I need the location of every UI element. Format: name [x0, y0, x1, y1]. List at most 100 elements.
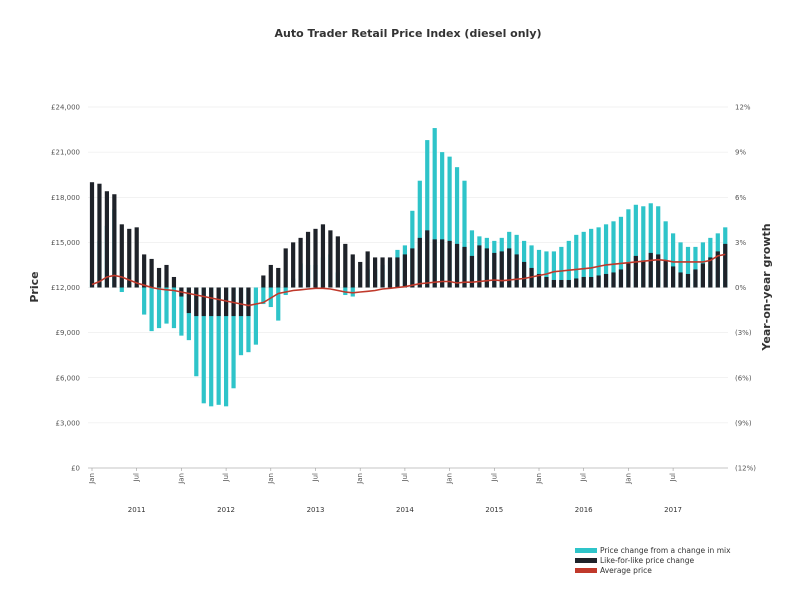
year-label: 2015: [485, 506, 503, 514]
like-for-like-bar: [440, 239, 445, 288]
left-axis-tick-labels: £0 £3,000 £6,000 £9,000 £12,000 £15,000 £18,00…: [51, 104, 80, 473]
x-axis-year-labels: 2011 2012 2013 2014 2015 2016 2017: [128, 506, 682, 514]
like-for-like-bar: [313, 228, 318, 288]
mix-bar: [529, 245, 534, 288]
mix-bar: [224, 287, 229, 407]
right-tick-label: (9%): [735, 419, 752, 427]
like-for-like-bar: [246, 287, 251, 317]
like-for-like-bar: [469, 255, 475, 288]
like-for-like-bar: [395, 257, 400, 288]
year-label: 2012: [217, 506, 235, 514]
year-label: 2017: [664, 506, 682, 514]
like-for-like-bar: [387, 257, 393, 288]
legend-swatch: [575, 568, 597, 573]
like-for-like-bar: [544, 276, 549, 288]
like-for-like-bar: [425, 230, 430, 288]
like-for-like-bar: [127, 228, 132, 288]
right-tick-label: 6%: [735, 194, 746, 202]
left-axis-title: Price: [28, 271, 41, 302]
month-tick-label: Jan: [624, 473, 632, 485]
mix-bar: [432, 128, 437, 288]
like-for-like-bar: [350, 254, 355, 288]
mix-bar: [641, 206, 646, 288]
mix-bar: [678, 242, 683, 288]
left-tick-label: £9,000: [56, 329, 81, 337]
left-tick-label: £15,000: [51, 239, 80, 247]
mix-bar: [581, 231, 586, 288]
mix-bar: [201, 287, 206, 404]
left-tick-label: £0: [71, 465, 80, 473]
like-for-like-bar: [410, 248, 415, 288]
mix-bar: [261, 287, 266, 305]
like-for-like-bar: [447, 240, 452, 288]
like-for-like-bar: [417, 237, 422, 288]
mix-bar: [544, 251, 549, 288]
like-for-like-bar: [328, 230, 333, 288]
like-for-like-bar: [715, 251, 720, 288]
like-for-like-bar: [276, 267, 281, 288]
mix-bar: [648, 203, 653, 288]
average-price-line: [91, 253, 726, 307]
like-for-like-bar: [268, 264, 273, 288]
mix-bar: [663, 221, 668, 288]
like-for-like-bar: [633, 255, 638, 288]
like-for-like-bar: [134, 227, 139, 288]
like-for-like-bar: [507, 248, 512, 288]
like-for-like-bars: [89, 182, 728, 317]
mix-bar: [149, 287, 154, 332]
right-tick-label: 0%: [735, 284, 746, 292]
mix-bar: [462, 180, 467, 288]
like-for-like-bar: [477, 245, 482, 288]
like-for-like-bar: [365, 251, 370, 288]
like-for-like-bar: [119, 224, 124, 288]
mix-bar: [164, 287, 169, 324]
like-for-like-bar: [454, 243, 460, 288]
like-for-like-bar: [589, 276, 594, 288]
month-tick-label: Jul: [312, 473, 320, 483]
like-for-like-bar: [209, 287, 214, 317]
mix-bar: [618, 216, 624, 288]
like-for-like-bar: [283, 248, 288, 288]
right-tick-label: 3%: [735, 239, 746, 247]
like-for-like-bar: [574, 278, 579, 288]
mix-bar: [440, 152, 445, 288]
mix-bar: [156, 287, 162, 329]
mix-bar: [603, 224, 609, 288]
month-tick-label: Jul: [669, 473, 677, 483]
mix-bar: [246, 287, 251, 353]
month-tick-label: Jul: [580, 473, 588, 483]
left-tick-label: £18,000: [51, 194, 80, 202]
like-for-like-bar: [641, 260, 646, 288]
like-for-like-bar: [164, 264, 169, 288]
like-for-like-bar: [402, 254, 407, 288]
month-tick-label: Jul: [490, 473, 498, 483]
like-for-like-bar: [685, 273, 691, 288]
month-tick-label: Jul: [222, 473, 230, 483]
mix-bar: [693, 246, 698, 288]
like-for-like-bar: [238, 287, 244, 317]
like-for-like-bar: [149, 258, 154, 288]
legend-swatch: [575, 548, 597, 553]
like-for-like-bar: [581, 276, 586, 288]
like-for-like-bar: [380, 257, 385, 288]
like-for-like-bar: [358, 261, 363, 288]
year-label: 2014: [396, 506, 414, 514]
like-for-like-bar: [566, 279, 571, 288]
like-for-like-bar: [611, 272, 616, 288]
mix-bar: [536, 249, 542, 288]
legend-label: Price change from a change in mix: [600, 546, 731, 555]
like-for-like-bar: [536, 273, 542, 288]
mix-bar: [626, 209, 631, 288]
average-price-polyline: [91, 253, 726, 307]
like-for-like-bar: [201, 287, 206, 317]
legend: Price change from a change in mixLike-fo…: [575, 546, 731, 575]
month-tick-label: Jan: [535, 473, 543, 485]
year-label: 2016: [575, 506, 593, 514]
like-for-like-bar: [499, 251, 504, 288]
mix-bar: [171, 287, 177, 329]
like-for-like-bar: [492, 252, 497, 288]
like-for-like-bar: [305, 231, 311, 288]
mix-bar: [589, 228, 594, 288]
like-for-like-bar: [97, 183, 102, 288]
